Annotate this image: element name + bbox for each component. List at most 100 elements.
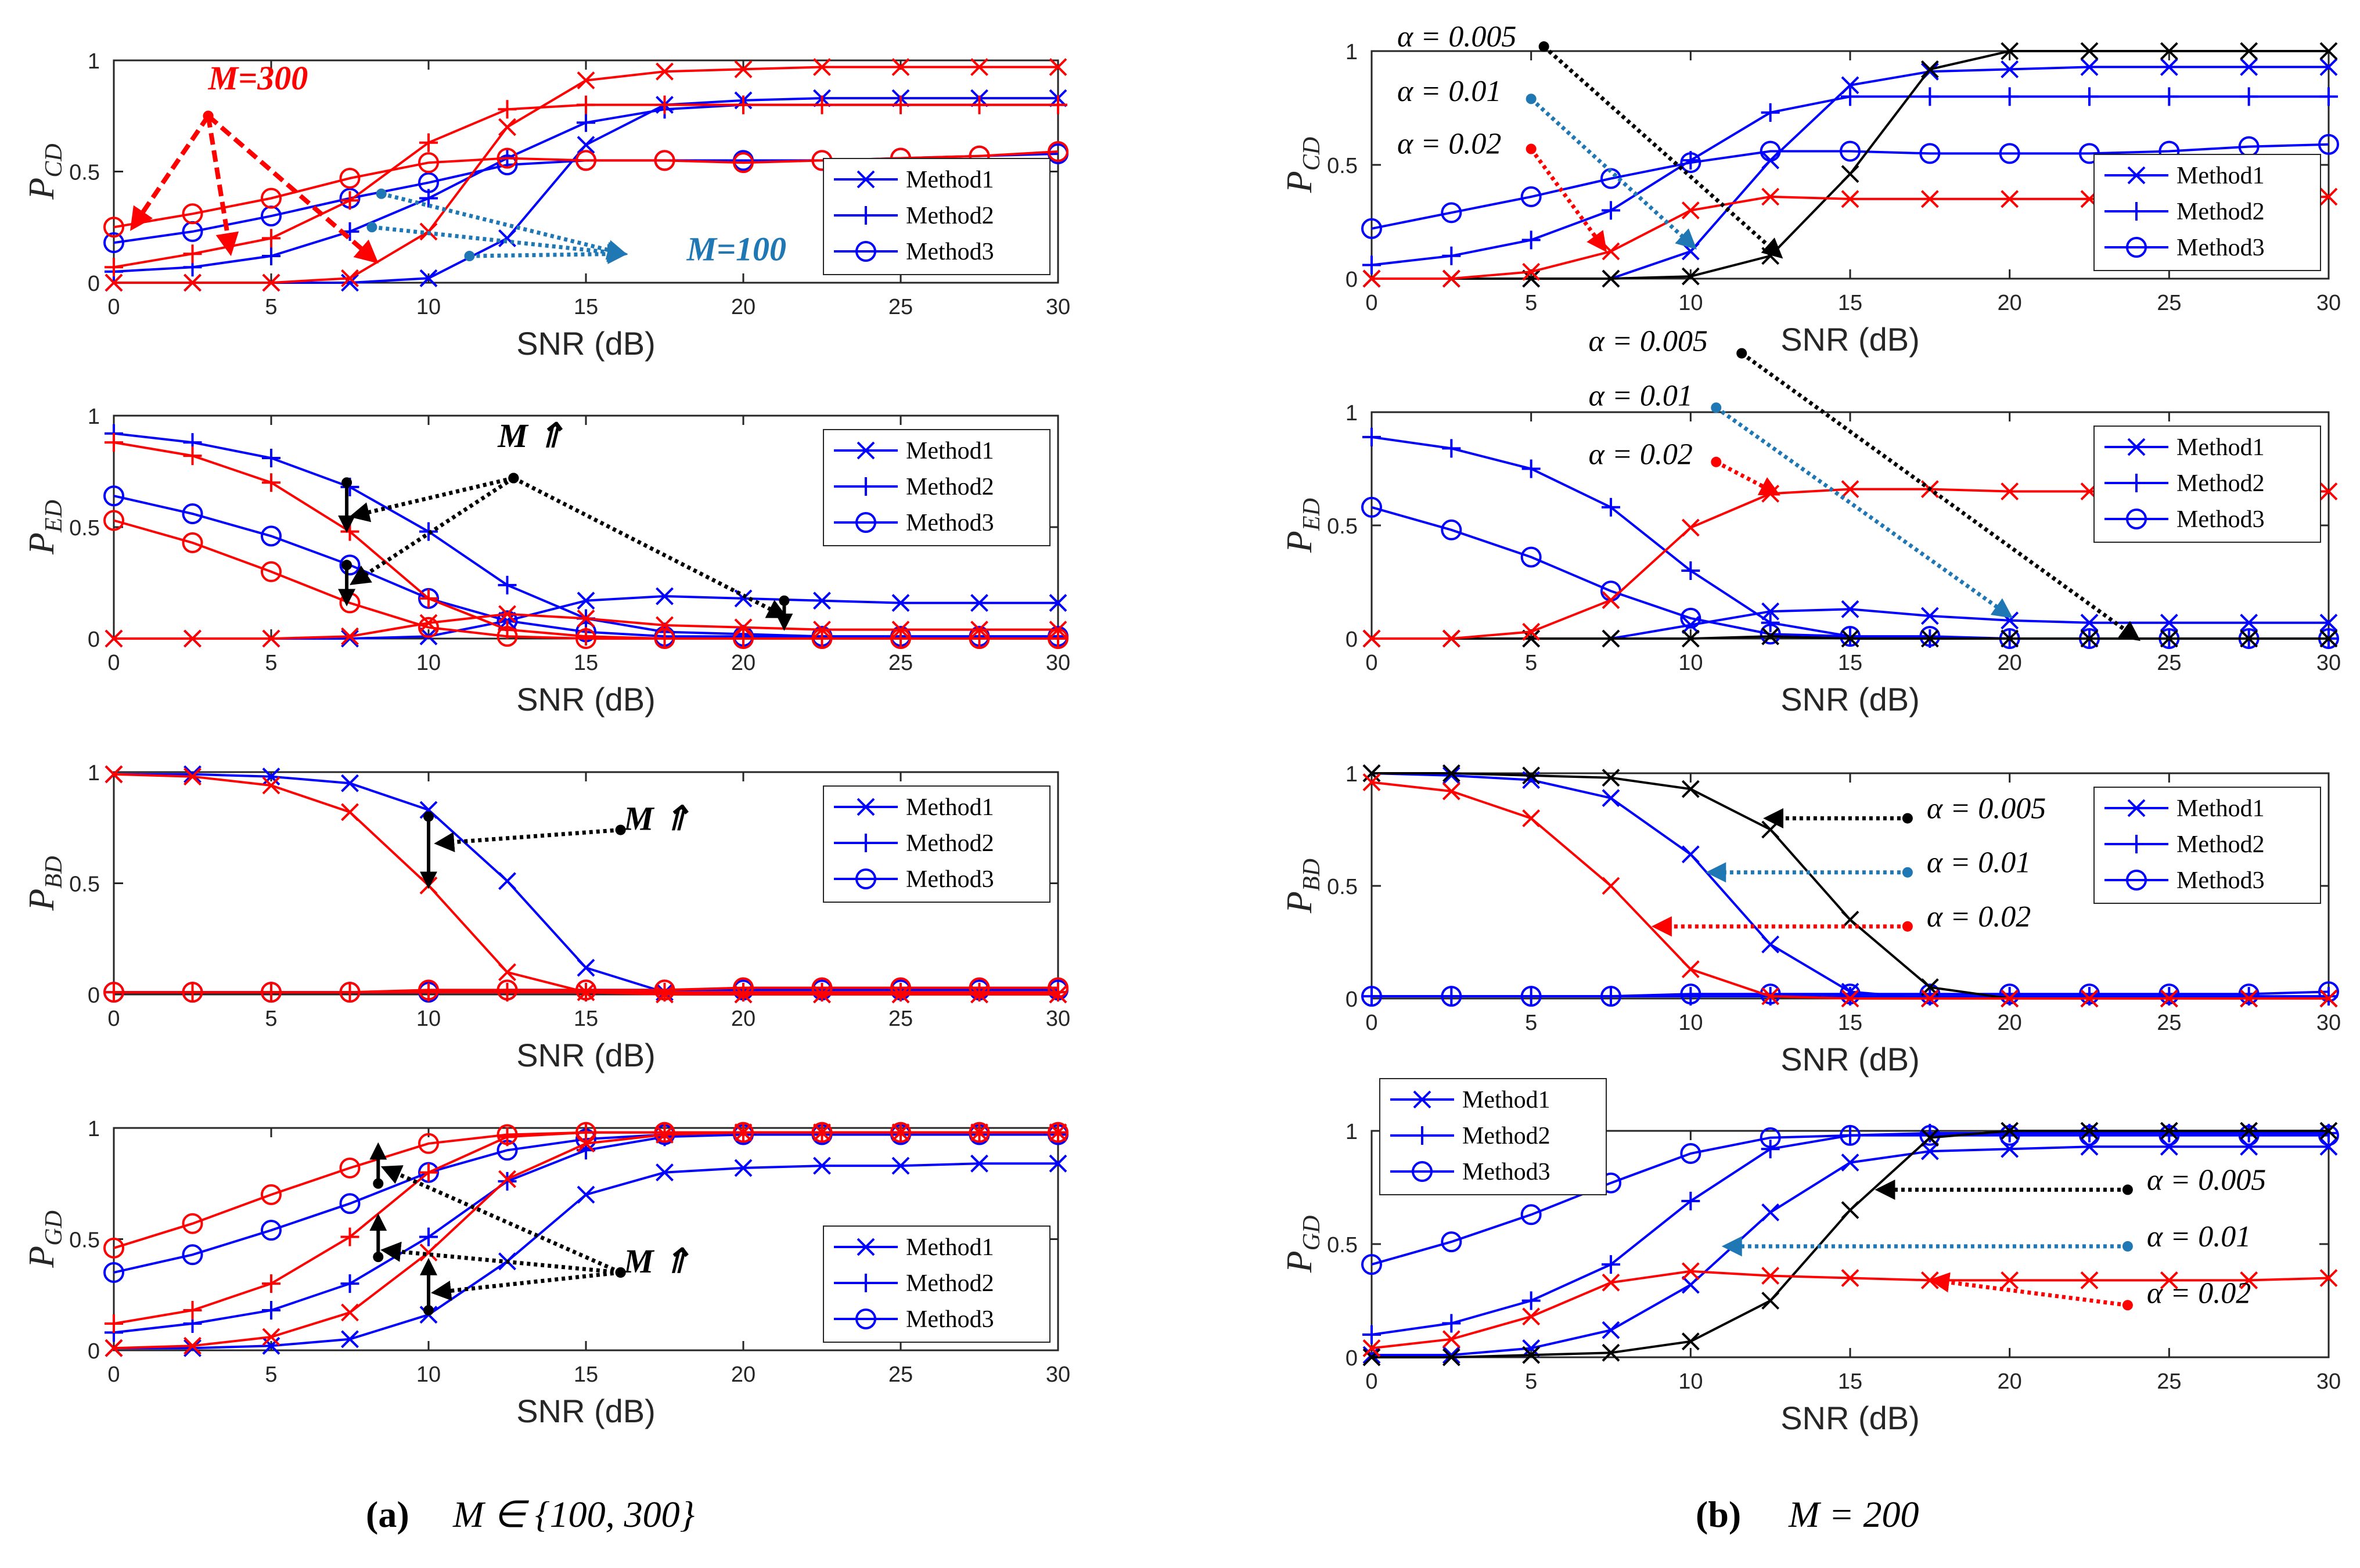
annotation-dot [423, 1305, 434, 1316]
data-point [654, 1122, 675, 1143]
legend-b1: Method1 Method2 Method3 [2093, 154, 2321, 271]
x-tick-label: 20 [731, 1007, 756, 1031]
legend-label: Method3 [906, 510, 994, 536]
legend-marker [857, 477, 875, 496]
data-point [497, 147, 518, 169]
data-point [103, 217, 124, 238]
data-point [340, 1227, 359, 1246]
data-point [1681, 1275, 1700, 1294]
x-tick-label: 30 [1046, 295, 1070, 319]
data-point [1602, 1321, 1620, 1339]
data-point [656, 1163, 674, 1182]
caption-b-text: M = 200 [1788, 1494, 1919, 1535]
series-line [113, 1131, 1058, 1249]
y-axis-label: PBD [1280, 859, 1325, 914]
data-point [182, 1213, 203, 1234]
data-point [734, 618, 753, 637]
data-point [1442, 1314, 1461, 1333]
data-point [341, 627, 359, 646]
data-point [2080, 1137, 2099, 1156]
data-point [1761, 1203, 1780, 1221]
data-point [418, 1133, 439, 1154]
data-point [498, 1172, 517, 1191]
data-point [1522, 766, 1541, 785]
data-point [813, 58, 831, 76]
data-point [1920, 607, 1939, 625]
series-line [1372, 990, 2329, 998]
data-point [969, 1122, 990, 1143]
x-tick-label: 30 [2316, 651, 2341, 675]
data-point [2240, 614, 2258, 632]
legend-label: Method1 [906, 1234, 994, 1261]
data-point [656, 587, 674, 605]
annotation-label: α = 0.02 [1927, 900, 2031, 933]
x-tick-label: 10 [416, 295, 441, 319]
legend-marker [857, 206, 875, 225]
x-tick-label: 15 [1838, 1369, 1862, 1394]
data-point [261, 525, 282, 547]
data-point [2318, 981, 2339, 1003]
series-a1-4 [105, 95, 1067, 277]
data-point [1522, 1346, 1541, 1364]
data-point [1520, 546, 1542, 568]
data-point [1049, 95, 1067, 114]
y-axis-label-subscript: ED [1298, 498, 1325, 531]
data-point [419, 801, 438, 819]
data-point [575, 1122, 596, 1143]
legend-label: Method3 [1462, 1159, 1550, 1185]
y-tick-label: 0 [88, 1339, 100, 1364]
annotation-label: α = 0.005 [1927, 792, 2046, 826]
legend-marker [857, 834, 875, 852]
data-point [261, 188, 282, 209]
data-point [1841, 1154, 1859, 1172]
x-tick-label: 25 [2157, 651, 2181, 675]
x-tick-label: 15 [1838, 1011, 1862, 1035]
annotation-arrow [1715, 406, 2013, 619]
data-point [1049, 58, 1067, 76]
data-point [340, 1274, 359, 1293]
data-point [970, 58, 988, 76]
x-tick-label: 15 [574, 1362, 598, 1387]
x-tick-label: 15 [574, 1007, 598, 1031]
data-point [656, 62, 674, 81]
annotation-arrow [206, 114, 379, 264]
data-point [1048, 977, 1069, 999]
data-point [1920, 1142, 1939, 1160]
annotation-dot [1711, 402, 1722, 413]
annotation-dot [341, 560, 352, 571]
legend-label: Method1 [2176, 434, 2265, 461]
x-tick-label: 20 [731, 651, 756, 675]
data-point [2240, 42, 2258, 60]
y-axis-label: PED [1280, 498, 1325, 553]
data-point [2160, 1122, 2178, 1140]
data-point [1441, 202, 1462, 224]
data-point [1442, 1330, 1460, 1349]
series-b1-2 [1361, 134, 2339, 239]
data-point [262, 1274, 280, 1293]
y-tick-label: 0.5 [1327, 514, 1358, 539]
data-point [2319, 629, 2338, 648]
x-tick-label: 30 [2316, 1369, 2341, 1394]
data-point [2160, 614, 2178, 632]
data-point [1920, 87, 1940, 106]
data-point [1841, 480, 1859, 499]
data-point [734, 60, 753, 78]
x-tick-label: 0 [107, 1007, 120, 1031]
y-axis-label-subscript: GD [1298, 1216, 1325, 1251]
annotation-dot [1736, 348, 1747, 359]
x-tick-label: 5 [265, 295, 277, 319]
data-point [1680, 1143, 1701, 1164]
data-point [1841, 190, 1859, 208]
x-tick-label: 5 [265, 1007, 277, 1031]
data-point [1602, 789, 1620, 808]
data-point [1602, 498, 1620, 517]
data-point [970, 983, 989, 1002]
data-point [341, 774, 359, 792]
annotation-dot [2122, 1184, 2133, 1195]
data-point [890, 1122, 911, 1143]
data-point [2240, 989, 2258, 1008]
x-tick-label: 30 [2316, 291, 2341, 315]
